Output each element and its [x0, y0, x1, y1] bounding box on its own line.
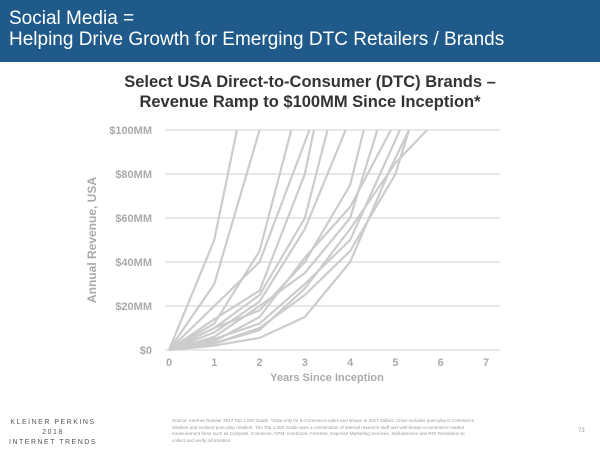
x-axis-label: Years Since Inception	[270, 372, 384, 384]
series-line	[168, 129, 261, 351]
x-tick-label: 5	[392, 357, 398, 369]
series-line	[168, 129, 411, 352]
series-line	[168, 129, 315, 351]
series-line	[168, 129, 392, 352]
chart-title-line1: Select USA Direct-to-Consumer (DTC) Bran…	[124, 73, 496, 91]
series-line	[168, 129, 347, 352]
brand-line3: INTERNET TRENDS	[9, 439, 97, 446]
series-line	[167, 129, 239, 351]
y-tick-label: $20MM	[115, 301, 152, 313]
x-tick-label: 6	[438, 357, 444, 369]
y-tick-label: $80MM	[115, 169, 152, 181]
y-axis-label: Annual Revenue, USA	[85, 177, 99, 303]
slide-title-line2: Helping Drive Growth for Emerging DTC Re…	[9, 29, 505, 50]
series-line	[168, 129, 401, 352]
brand-logo: KLEINER PERKINS 2018 INTERNET TRENDS	[8, 418, 98, 448]
y-tick-label: $100MM	[109, 125, 152, 137]
slide-title-line1: Social Media =	[9, 8, 135, 29]
y-tick-label: $60MM	[115, 213, 152, 225]
slide-header: Social Media = Helping Drive Growth for …	[0, 0, 600, 62]
x-tick-label: 3	[302, 357, 308, 369]
x-tick-label: 4	[347, 357, 354, 369]
series-line	[168, 129, 428, 352]
chart-title: Select USA Direct-to-Consumer (DTC) Bran…	[90, 72, 530, 112]
y-tick-label: $40MM	[115, 257, 152, 269]
source-note: Source: Internet Retailer 2017 Top 1,000…	[172, 418, 475, 443]
series-line	[168, 129, 311, 351]
x-tick-label: 1	[211, 357, 217, 369]
brand-line1: KLEINER PERKINS	[10, 419, 96, 426]
x-tick-label: 7	[483, 357, 489, 369]
brand-line2: 2018	[42, 429, 64, 436]
x-tick-label: 2	[257, 357, 263, 369]
y-tick-label: $0	[140, 345, 152, 357]
series-line	[168, 129, 293, 351]
x-tick-label: 0	[166, 357, 172, 369]
page-number: 73	[578, 428, 585, 434]
series-line	[168, 129, 379, 352]
chart-title-line2: Revenue Ramp to $100MM Since Inception*	[139, 93, 481, 111]
